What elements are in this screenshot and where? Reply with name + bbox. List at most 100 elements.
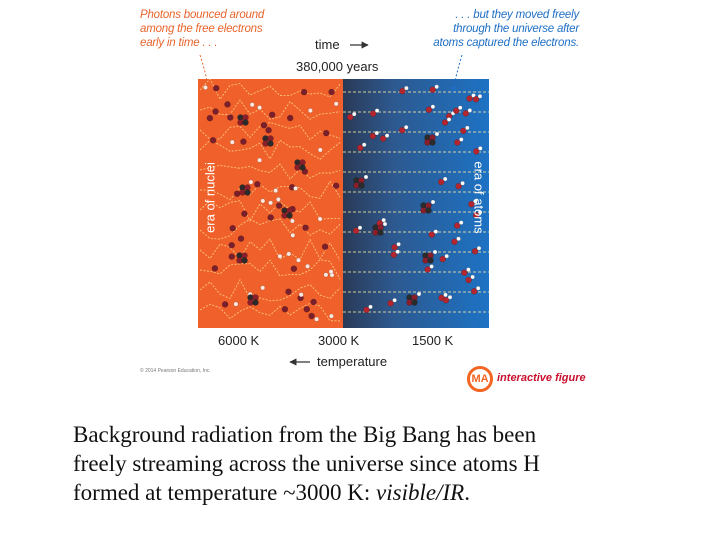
particle <box>328 88 335 96</box>
particle <box>424 266 431 273</box>
particle <box>471 93 476 98</box>
mastering-astronomy-logo[interactable]: MA <box>467 366 493 392</box>
particle <box>471 288 478 295</box>
particle <box>381 217 386 223</box>
particle <box>241 257 248 264</box>
caption-line: freely streaming across the universe sin… <box>73 451 540 476</box>
particle <box>466 267 471 272</box>
particle <box>307 108 313 114</box>
particle <box>384 133 390 138</box>
particle <box>228 253 236 260</box>
particle <box>257 157 262 163</box>
particle <box>233 301 239 307</box>
particle <box>242 119 249 126</box>
particle <box>477 210 483 215</box>
particle <box>240 138 247 145</box>
particle <box>476 286 481 291</box>
particle <box>249 102 255 108</box>
particle <box>260 198 266 204</box>
caption-line: Background radiation from the Big Bang h… <box>73 422 537 447</box>
right-annotation: . . . but they moved freely through the … <box>424 8 579 50</box>
left-annotation-line: among the free electrons <box>140 23 263 35</box>
particle <box>252 299 259 306</box>
photon-path <box>199 180 341 201</box>
temperature-tick: 6000 K <box>218 333 260 348</box>
particle <box>451 238 458 245</box>
particle <box>460 127 467 135</box>
particle <box>472 212 480 219</box>
particle <box>444 253 449 259</box>
particle <box>302 224 309 232</box>
particle <box>275 202 283 209</box>
cmb-diagram <box>198 41 489 366</box>
particle <box>454 222 461 229</box>
atoms-era-panel <box>343 79 489 328</box>
time-axis-label: time <box>315 37 340 52</box>
particle <box>241 210 248 218</box>
particle <box>244 189 251 196</box>
particle <box>438 178 445 186</box>
particle <box>212 84 220 92</box>
particle <box>275 196 281 202</box>
particle <box>395 249 400 254</box>
particle <box>333 182 340 189</box>
particle <box>390 251 397 258</box>
photon-path <box>199 99 341 120</box>
particle <box>439 255 446 263</box>
particle <box>429 86 436 94</box>
photon-path <box>199 200 341 222</box>
photon-path <box>199 302 341 322</box>
particle <box>299 164 306 171</box>
particle <box>456 236 461 241</box>
particle <box>209 137 217 144</box>
particle <box>221 301 229 308</box>
copyright-text: © 2014 Pearson Education, Inc. <box>140 368 211 374</box>
particle <box>467 108 472 113</box>
particle <box>352 227 360 234</box>
particle <box>458 105 463 110</box>
particle <box>321 243 329 250</box>
particle <box>293 185 298 191</box>
particle <box>285 288 292 295</box>
particle <box>459 220 464 225</box>
particle <box>363 306 370 314</box>
particle <box>471 247 479 255</box>
particle <box>229 224 236 232</box>
particle <box>347 113 354 121</box>
slide-caption: Background radiation from the Big Bang h… <box>73 420 713 507</box>
particle <box>310 298 317 306</box>
particle <box>369 132 376 140</box>
particle <box>298 292 304 298</box>
particle <box>357 144 364 152</box>
particle <box>460 181 465 186</box>
particle <box>269 111 276 119</box>
particle <box>267 214 274 221</box>
particle <box>399 87 406 95</box>
particle <box>290 265 298 272</box>
particle <box>357 225 363 230</box>
interactive-figure-link[interactable]: interactive figure <box>497 372 586 384</box>
particle <box>227 114 234 121</box>
photon-path <box>199 259 341 280</box>
particle <box>303 306 310 313</box>
particle <box>352 111 357 117</box>
particle <box>203 85 208 90</box>
time-event-label: 380,000 years <box>296 59 379 74</box>
particle <box>396 241 401 247</box>
photon-path <box>199 278 341 302</box>
particle <box>455 183 462 190</box>
particle <box>399 127 406 134</box>
particle <box>323 129 330 137</box>
particle <box>470 274 475 280</box>
caption-end: . <box>464 480 470 505</box>
left-annotation-line: early in time . . . <box>140 37 218 49</box>
particle <box>430 104 436 109</box>
particle <box>211 265 219 272</box>
particle <box>434 131 440 137</box>
particle <box>368 304 373 310</box>
particle <box>273 188 279 194</box>
particle <box>425 207 432 214</box>
particle <box>430 199 436 205</box>
particle <box>429 139 436 146</box>
particle <box>454 139 461 146</box>
